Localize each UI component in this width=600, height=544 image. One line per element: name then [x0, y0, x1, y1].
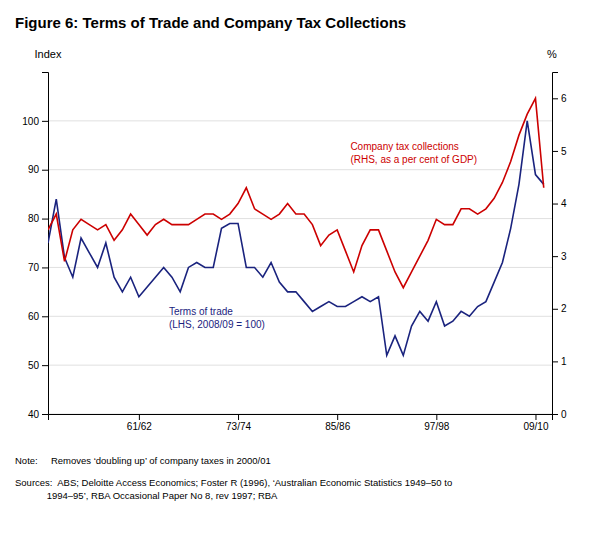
- series-group: [48, 98, 544, 355]
- grid-line: [48, 316, 552, 317]
- tick-mark: [552, 151, 558, 152]
- tick: 100: [22, 116, 48, 127]
- tick-mark: [42, 316, 48, 317]
- tick-label: 2: [561, 303, 567, 314]
- grid: [48, 121, 552, 414]
- tick-label: 61/62: [127, 421, 152, 432]
- annotation: Company tax collections(RHS, as a per ce…: [350, 141, 477, 165]
- chart: 61/6273/7485/8697/9809/10405060708090100…: [0, 0, 600, 544]
- tick-label: 73/74: [226, 421, 251, 432]
- y-axis-label: Index: [35, 48, 62, 60]
- note: Note: Removes ‘doubling up’ of company t…: [15, 455, 271, 466]
- sources: Sources: ABS; Deloitte Access Economics;…: [15, 477, 452, 501]
- tick-label: 4: [561, 198, 567, 209]
- plot-area: 61/6273/7485/8697/9809/10405060708090100…: [22, 73, 567, 433]
- y2-axis: 0 1 2 3 4 5 6: [552, 73, 567, 420]
- tick-mark: [42, 219, 48, 220]
- tick-label: 97/98: [424, 421, 449, 432]
- tick-mark: [552, 414, 558, 415]
- tick: 80: [28, 213, 48, 224]
- tick: 90: [28, 164, 48, 175]
- tick: 61/62: [127, 414, 152, 432]
- tick-label: 60: [28, 311, 40, 322]
- tick-mark: [42, 121, 48, 122]
- tick: 50: [28, 360, 48, 371]
- tick-label: 3: [561, 251, 567, 262]
- tick-label: 0: [561, 409, 567, 420]
- grid-line: [48, 218, 552, 219]
- grid-line: [48, 169, 552, 170]
- grid-line: [48, 120, 552, 121]
- tick-label: 80: [28, 213, 40, 224]
- tick-label: 6: [561, 93, 567, 104]
- tick-mark: [552, 256, 558, 257]
- tick-mark: [552, 98, 558, 99]
- y2-axis-label: %: [547, 48, 557, 60]
- tick: 85/86: [325, 414, 350, 432]
- tick: 70: [28, 262, 48, 273]
- tick-label: 40: [28, 409, 40, 420]
- tick-mark: [139, 414, 140, 420]
- annotation: Terms of trade(LHS, 2008/09 = 100): [169, 306, 265, 330]
- tick-mark: [535, 414, 536, 420]
- x-axis-line: [49, 415, 553, 421]
- tick: 3: [552, 251, 567, 262]
- tick-mark: [42, 267, 48, 268]
- series-line: [48, 121, 544, 356]
- tick-label: 5: [561, 146, 567, 157]
- grid-line: [48, 267, 552, 268]
- tick: 09/10: [523, 414, 548, 432]
- tick-label: 50: [28, 360, 40, 371]
- tick-mark: [337, 414, 338, 420]
- tick: 5: [552, 146, 567, 157]
- tick: 40: [28, 409, 48, 420]
- tick-mark: [42, 170, 48, 171]
- tick: 60: [28, 311, 48, 322]
- tick: 0: [552, 409, 567, 420]
- tick: 1: [552, 356, 567, 367]
- y2-axis-line: [553, 73, 559, 415]
- tick-mark: [42, 365, 48, 366]
- tick-label: 70: [28, 262, 40, 273]
- tick-mark: [238, 414, 239, 420]
- tick: 6: [552, 93, 567, 104]
- tick: 97/98: [424, 414, 449, 432]
- grid-line: [48, 365, 552, 366]
- tick-label: 1: [561, 356, 567, 367]
- tick-label: 100: [22, 116, 39, 127]
- y-axis-line: [42, 73, 49, 415]
- tick-mark: [436, 414, 437, 420]
- tick: 73/74: [226, 414, 251, 432]
- tick-label: 85/86: [325, 421, 350, 432]
- tick: 2: [552, 303, 567, 314]
- tick-mark: [42, 414, 48, 415]
- tick-label: 90: [28, 164, 40, 175]
- y-axis: 40 50 60 70 80 90 100: [22, 73, 48, 420]
- tick-mark: [552, 204, 558, 205]
- series-line: [48, 98, 544, 287]
- tick-mark: [552, 361, 558, 362]
- tick-mark: [552, 309, 558, 310]
- x-axis: 61/62 73/74 85/86 97/98 09/10: [49, 414, 553, 432]
- tick-label: 09/10: [523, 421, 548, 432]
- title: Figure 6: Terms of Trade and Company Tax…: [15, 14, 406, 31]
- tick: 4: [552, 198, 567, 209]
